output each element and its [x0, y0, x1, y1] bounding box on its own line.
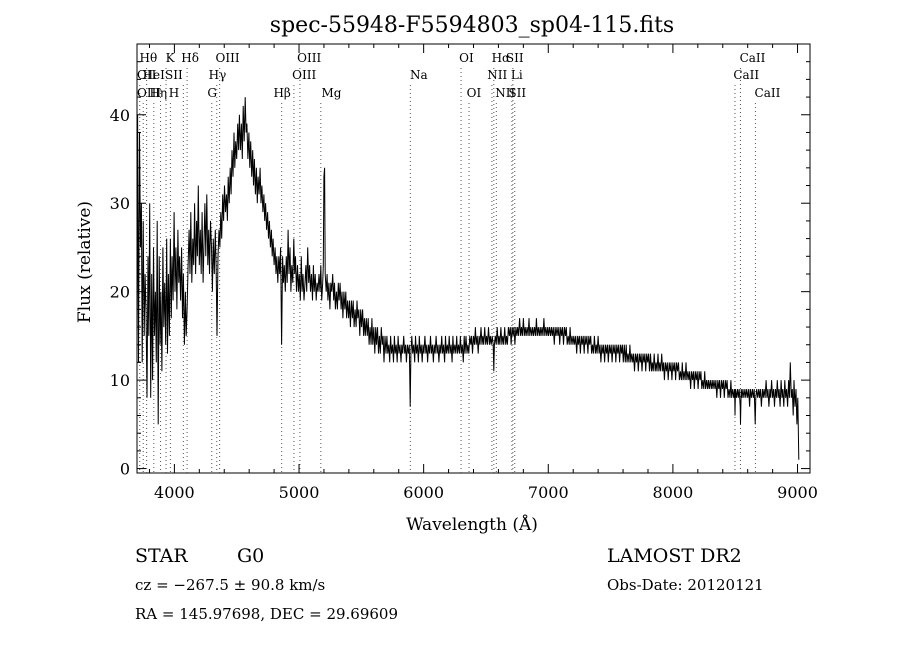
- spectral-line-label: K: [166, 51, 176, 65]
- y-tick-label: 10: [110, 371, 130, 390]
- x-tick-label: 8000: [653, 483, 694, 502]
- spectral-line-label: CaII: [755, 86, 781, 100]
- y-tick-label: 30: [110, 194, 130, 213]
- spectral-line-label: OI: [459, 51, 474, 65]
- chart-title: spec-55948-F5594803_sp04-115.fits: [270, 13, 674, 38]
- y-axis-label: Flux (relative): [75, 201, 95, 323]
- y-tick-label: 20: [110, 283, 130, 302]
- spectral-line-label: Na: [410, 68, 428, 82]
- axis-tick-labels: 4000 5000 6000 7000 8000 9000 0 10 20 30 40: [110, 106, 818, 502]
- spectral-line-label: OIII: [137, 86, 161, 100]
- x-tick-label: 4000: [154, 483, 195, 502]
- spectral-line-label: G: [207, 86, 217, 100]
- spectral-line-label: OI: [467, 86, 482, 100]
- spectral-line-label: SII: [165, 68, 183, 82]
- spectral-line-label: NII: [487, 68, 507, 82]
- spectral-line-label: OIII: [297, 51, 321, 65]
- spectrum-series-line: [136, 97, 800, 460]
- spectral-line-label: SII: [506, 51, 524, 65]
- spectral-line-label: Hθ: [139, 51, 157, 65]
- spectral-line-label: Hα: [492, 51, 511, 65]
- spectral-line-label: NII: [495, 86, 515, 100]
- spectral-line-label: Mg: [321, 86, 341, 100]
- redshift-readout: cz = −267.5 ± 90.8 km/s: [135, 576, 325, 594]
- spectral-line-label: Hβ: [273, 86, 290, 100]
- spectral-line-label: OII: [137, 68, 157, 82]
- spectral-line-label: HeI: [143, 68, 166, 82]
- spectral-line-label: Hδ: [181, 51, 199, 65]
- spectral-line-label: OIII: [292, 68, 316, 82]
- spectral-line-labels: OIIOIIIHθHηHeIKHSIIHδGHγOIIIHβOIIIOIIIMg…: [137, 51, 781, 100]
- plot-frame: [136, 43, 811, 474]
- spectral-line-label: SII: [508, 86, 526, 100]
- coordinates: RA = 145.97698, DEC = 29.69609: [135, 605, 398, 623]
- y-tick-label: 0: [120, 460, 130, 479]
- object-subclass: G0: [237, 545, 264, 567]
- spectral-line-label: CaII: [740, 51, 766, 65]
- y-tick-label: 40: [110, 106, 130, 125]
- x-tick-label: 7000: [528, 483, 569, 502]
- spectral-line-label: H: [169, 86, 179, 100]
- x-tick-label: 5000: [279, 483, 320, 502]
- spectral-line-label: Hγ: [209, 68, 227, 82]
- survey-name: LAMOST DR2: [607, 545, 742, 567]
- obs-date: Obs-Date: 20120121: [607, 576, 764, 594]
- x-tick-label: 6000: [403, 483, 444, 502]
- spectral-line-label: Hη: [149, 86, 167, 100]
- spectral-line-label: Li: [511, 68, 523, 82]
- x-tick-label: 9000: [777, 483, 818, 502]
- object-class: STAR: [135, 545, 188, 567]
- x-axis-label: Wavelength (Å): [406, 514, 538, 535]
- axis-ticks: [137, 44, 810, 473]
- spectral-line-label: CaII: [733, 68, 759, 82]
- spectral-line-label: OIII: [216, 51, 240, 65]
- spectral-line-markers: [139, 68, 756, 473]
